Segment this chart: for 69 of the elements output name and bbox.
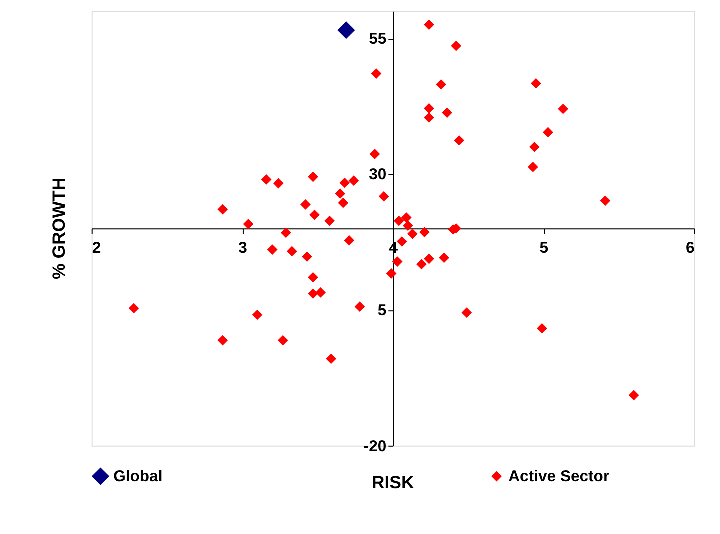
- point: [420, 227, 430, 238]
- point: [378, 191, 390, 202]
- x-axis-title: RISK: [372, 472, 414, 492]
- point: [394, 216, 404, 226]
- point: [424, 20, 434, 30]
- point: [310, 210, 320, 220]
- legend-label: Active Sector: [508, 468, 610, 486]
- y-tick-label: -20: [364, 438, 387, 456]
- point: [324, 216, 336, 226]
- y-tick-label: 55: [369, 30, 387, 48]
- point: [267, 244, 278, 255]
- point: [396, 236, 408, 247]
- x-tick-label: 6: [686, 240, 696, 257]
- y-axis-title: % GROWTH: [49, 178, 70, 280]
- point: [424, 254, 434, 264]
- point: [128, 303, 140, 314]
- x-tick-label: 2: [92, 240, 102, 257]
- point: [439, 252, 450, 264]
- point: [424, 112, 434, 123]
- point: [261, 174, 272, 185]
- point: [436, 79, 446, 90]
- point: [529, 142, 540, 152]
- point: [348, 176, 360, 186]
- point: [338, 198, 349, 208]
- point: [451, 40, 462, 52]
- point: [218, 204, 228, 215]
- point: [401, 212, 412, 223]
- point: [371, 68, 382, 79]
- point: [386, 268, 397, 279]
- point: [308, 288, 318, 299]
- point: [278, 335, 288, 346]
- point: [392, 256, 403, 267]
- y-tick-label: 30: [369, 166, 387, 184]
- point: [308, 272, 318, 283]
- point: [528, 162, 538, 172]
- point: [407, 228, 418, 240]
- y-tick-label: 5: [378, 302, 387, 320]
- point: [600, 196, 611, 206]
- point: [286, 246, 298, 257]
- point: [344, 235, 355, 246]
- point: [462, 308, 472, 318]
- point: [338, 22, 356, 40]
- point: [243, 219, 254, 230]
- point: [308, 172, 318, 182]
- point: [537, 323, 548, 334]
- x-tick-label: 3: [238, 240, 248, 257]
- point: [218, 335, 228, 346]
- point: [326, 354, 337, 364]
- point: [280, 228, 292, 238]
- x-tick-label: 5: [540, 240, 549, 257]
- legend-label: Global: [114, 468, 163, 486]
- point: [316, 288, 326, 298]
- point: [354, 302, 366, 312]
- point: [300, 200, 311, 210]
- point: [302, 252, 312, 262]
- point: [454, 135, 465, 146]
- point: [273, 178, 284, 189]
- point: [530, 78, 542, 89]
- point: [543, 127, 554, 138]
- point: [416, 259, 427, 270]
- point: [628, 390, 640, 401]
- point: [252, 310, 263, 320]
- point: [402, 220, 414, 232]
- point: [370, 149, 380, 160]
- point: [340, 178, 350, 188]
- point: [442, 108, 452, 118]
- point: [424, 103, 434, 114]
- point: [558, 104, 568, 114]
- point: [335, 188, 346, 200]
